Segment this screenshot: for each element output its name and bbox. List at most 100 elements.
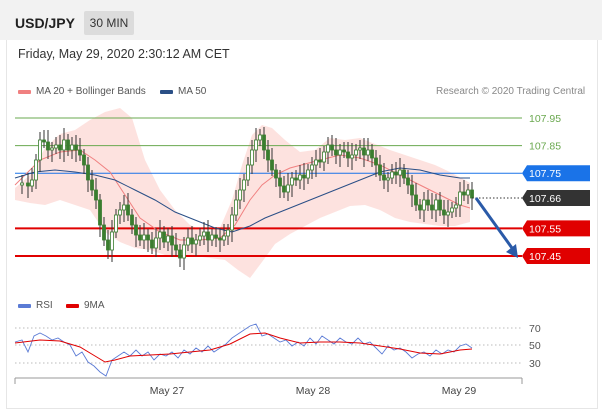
legend-9ma: 9MA xyxy=(66,300,105,311)
candle-body xyxy=(154,237,158,249)
candle-body xyxy=(366,149,370,156)
candle xyxy=(346,142,350,167)
candle-body xyxy=(318,159,322,163)
candle xyxy=(378,155,382,181)
candle xyxy=(194,234,198,256)
candle xyxy=(266,140,270,172)
candle-body xyxy=(54,144,58,149)
price-tag-107.45: 107.45 xyxy=(522,248,590,264)
candle xyxy=(414,183,418,211)
candle-body xyxy=(158,231,162,239)
candle xyxy=(314,150,318,177)
bollinger-bands xyxy=(15,108,470,278)
candle-body xyxy=(414,194,418,206)
candle-body xyxy=(70,144,74,151)
candle xyxy=(434,194,438,222)
candle xyxy=(158,220,162,250)
rsi-swatch xyxy=(18,303,31,308)
candle-body xyxy=(282,185,286,193)
candle xyxy=(82,149,86,174)
candle-body xyxy=(142,234,146,241)
ma20-swatch xyxy=(18,89,31,94)
price-tag-text: 107.45 xyxy=(529,251,561,263)
price-tag-bg xyxy=(522,220,590,237)
candle-body xyxy=(38,139,42,161)
candle xyxy=(298,165,302,189)
candle xyxy=(142,223,146,249)
candle-body xyxy=(326,144,330,153)
candle xyxy=(170,226,174,257)
candle xyxy=(38,132,42,172)
rsi-panel: 70 50 30 xyxy=(14,323,541,377)
candle xyxy=(42,130,46,148)
interval-button[interactable]: 30 MIN xyxy=(84,11,134,35)
price-tag-text: 107.75 xyxy=(529,168,561,180)
candle-body xyxy=(434,199,438,211)
candle-body xyxy=(178,249,182,259)
ma9-swatch xyxy=(66,303,79,308)
candle-body xyxy=(238,189,242,201)
rsi-line xyxy=(14,323,473,377)
price-tag-text: 107.66 xyxy=(529,193,561,205)
candle xyxy=(358,140,362,159)
candle xyxy=(182,237,186,270)
legend-ma50: MA 50 xyxy=(160,86,206,97)
candle xyxy=(354,144,358,161)
candle xyxy=(190,226,194,253)
candle-body xyxy=(358,147,362,151)
candle-body xyxy=(378,164,382,176)
candle-body xyxy=(162,231,166,243)
candle xyxy=(106,230,110,259)
candle-body xyxy=(218,237,222,241)
candle xyxy=(26,173,30,198)
chart-datetime: Friday, May 29, 2020 2:30:12 AM CET xyxy=(18,47,230,61)
candle-body xyxy=(390,171,394,179)
candle-body xyxy=(386,177,390,181)
ma50-label: MA 50 xyxy=(178,86,207,97)
candle xyxy=(146,229,150,252)
candle xyxy=(422,192,426,222)
candle xyxy=(86,157,90,192)
rsi-ma-line xyxy=(14,332,473,363)
candle-body xyxy=(20,182,24,186)
candle-body xyxy=(342,149,346,153)
candle-body xyxy=(406,177,410,186)
projection-arrow-line xyxy=(474,197,514,249)
symbol-title: USD/JPY xyxy=(15,15,75,31)
candle-body xyxy=(242,179,246,191)
candle-body xyxy=(78,149,82,156)
candle-body xyxy=(306,169,310,179)
candle-body xyxy=(210,234,214,241)
candle-body xyxy=(290,177,294,186)
x-axis-label: May 28 xyxy=(296,385,331,397)
rsi-level-label: 70 xyxy=(529,323,541,335)
price-tags: 107.95 107.85 107.75 107.66 107.55 107.45 xyxy=(522,113,590,264)
candle xyxy=(210,229,214,246)
candle-body xyxy=(122,204,126,211)
price-tag-107.55: 107.55 xyxy=(522,220,590,237)
candle xyxy=(254,128,258,162)
candle-body xyxy=(150,239,154,249)
candle xyxy=(166,228,170,251)
candle xyxy=(458,182,462,217)
candle xyxy=(126,193,130,221)
candle-body xyxy=(202,231,206,237)
candle-body xyxy=(74,144,78,151)
candle xyxy=(294,170,298,186)
candle-body xyxy=(46,141,50,151)
rsi-label: RSI xyxy=(36,300,53,311)
price-tag-bg xyxy=(522,190,590,207)
legend-rsi: RSI xyxy=(18,300,53,311)
candle xyxy=(20,175,24,194)
candle xyxy=(262,127,266,159)
candle xyxy=(410,175,414,207)
candle-body xyxy=(382,174,386,181)
candle xyxy=(34,154,38,189)
candle-body xyxy=(126,204,130,216)
price-tag-107.95: 107.95 xyxy=(529,113,561,125)
candle xyxy=(218,228,222,252)
candle xyxy=(138,225,142,246)
candle xyxy=(258,129,262,146)
projection xyxy=(472,197,522,258)
candle xyxy=(370,144,374,167)
